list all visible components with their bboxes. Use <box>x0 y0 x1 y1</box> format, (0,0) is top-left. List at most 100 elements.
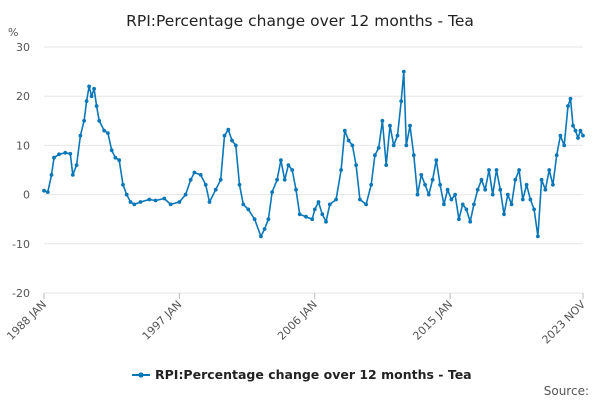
data-point[interactable] <box>168 202 173 207</box>
data-point[interactable] <box>89 94 94 99</box>
data-point[interactable] <box>304 214 308 219</box>
data-point[interactable] <box>457 217 461 222</box>
data-point[interactable] <box>266 217 271 222</box>
data-point[interactable] <box>517 168 521 172</box>
data-point[interactable] <box>222 133 227 138</box>
data-point[interactable] <box>57 152 61 157</box>
data-point[interactable] <box>203 182 208 187</box>
data-point[interactable] <box>571 123 575 128</box>
data-point[interactable] <box>505 192 510 197</box>
data-point[interactable] <box>490 192 495 197</box>
data-point[interactable] <box>475 187 480 192</box>
data-point[interactable] <box>536 234 540 239</box>
data-point[interactable] <box>528 197 533 202</box>
data-point[interactable] <box>316 200 321 204</box>
data-point[interactable] <box>70 173 75 177</box>
data-point[interactable] <box>453 192 457 197</box>
data-point[interactable] <box>551 182 555 187</box>
data-point[interactable] <box>226 127 231 132</box>
data-point[interactable] <box>483 187 488 192</box>
data-point[interactable] <box>380 118 385 123</box>
data-point[interactable] <box>442 202 446 207</box>
data-point[interactable] <box>354 163 358 168</box>
data-point[interactable] <box>376 146 381 150</box>
data-point[interactable] <box>554 153 559 158</box>
data-point[interactable] <box>445 187 450 192</box>
data-point[interactable] <box>177 200 182 204</box>
data-point[interactable] <box>513 177 518 182</box>
data-point[interactable] <box>218 177 223 182</box>
data-point[interactable] <box>373 153 377 158</box>
data-point[interactable] <box>78 133 83 138</box>
data-point[interactable] <box>558 133 563 138</box>
data-point[interactable] <box>92 86 96 91</box>
data-point[interactable] <box>449 197 454 202</box>
data-point[interactable] <box>395 133 400 138</box>
data-point[interactable] <box>408 123 412 128</box>
data-point[interactable] <box>426 192 431 197</box>
data-point[interactable] <box>97 118 102 123</box>
data-point[interactable] <box>259 234 263 239</box>
data-point[interactable] <box>45 190 50 195</box>
data-point[interactable] <box>384 163 389 168</box>
data-point[interactable] <box>573 128 578 133</box>
data-point[interactable] <box>68 151 73 156</box>
data-point[interactable] <box>411 153 416 158</box>
data-point[interactable] <box>94 104 99 108</box>
data-point[interactable] <box>568 96 573 101</box>
data-point[interactable] <box>124 192 129 197</box>
data-point[interactable] <box>49 173 54 177</box>
data-point[interactable] <box>310 217 315 222</box>
data-point[interactable] <box>479 177 484 182</box>
data-point[interactable] <box>233 143 238 148</box>
data-point[interactable] <box>498 187 503 192</box>
data-point[interactable] <box>562 143 567 148</box>
data-point[interactable] <box>576 136 580 140</box>
data-point[interactable] <box>153 198 158 203</box>
data-point[interactable] <box>282 177 287 182</box>
data-point[interactable] <box>468 219 473 224</box>
data-point[interactable] <box>63 150 68 155</box>
data-point[interactable] <box>270 190 274 195</box>
data-point[interactable] <box>198 173 203 177</box>
data-point[interactable] <box>117 158 122 163</box>
data-point[interactable] <box>246 207 251 212</box>
data-point[interactable] <box>147 197 152 202</box>
data-point[interactable] <box>113 155 118 160</box>
data-point[interactable] <box>290 168 295 172</box>
data-point[interactable] <box>502 212 506 217</box>
data-point[interactable] <box>438 182 442 187</box>
data-point[interactable] <box>346 138 351 143</box>
data-point[interactable] <box>192 170 197 175</box>
data-point[interactable] <box>430 177 435 182</box>
data-point[interactable] <box>524 182 529 187</box>
data-point[interactable] <box>578 128 583 133</box>
data-point[interactable] <box>42 188 46 193</box>
legend[interactable]: RPI:Percentage change over 12 months - T… <box>132 367 472 382</box>
data-point[interactable] <box>237 182 242 187</box>
data-point[interactable] <box>339 168 343 172</box>
data-point[interactable] <box>472 202 476 207</box>
data-point[interactable] <box>581 133 585 138</box>
data-point[interactable] <box>87 84 91 89</box>
data-point[interactable] <box>102 128 107 133</box>
data-point[interactable] <box>547 168 552 172</box>
data-point[interactable] <box>213 187 218 192</box>
data-point[interactable] <box>415 192 420 197</box>
data-point[interactable] <box>262 227 267 231</box>
data-point[interactable] <box>294 187 298 192</box>
data-point[interactable] <box>419 173 424 177</box>
data-point[interactable] <box>52 155 56 160</box>
data-point[interactable] <box>138 200 143 204</box>
data-point[interactable] <box>423 182 427 187</box>
data-point[interactable] <box>109 148 114 153</box>
data-point[interactable] <box>82 118 86 123</box>
data-point[interactable] <box>404 143 409 148</box>
data-point[interactable] <box>334 197 338 202</box>
data-point[interactable] <box>388 123 392 128</box>
data-point[interactable] <box>252 217 257 222</box>
data-point[interactable] <box>543 187 548 192</box>
data-point[interactable] <box>460 202 465 207</box>
data-point[interactable] <box>342 128 347 133</box>
data-point[interactable] <box>188 177 193 182</box>
